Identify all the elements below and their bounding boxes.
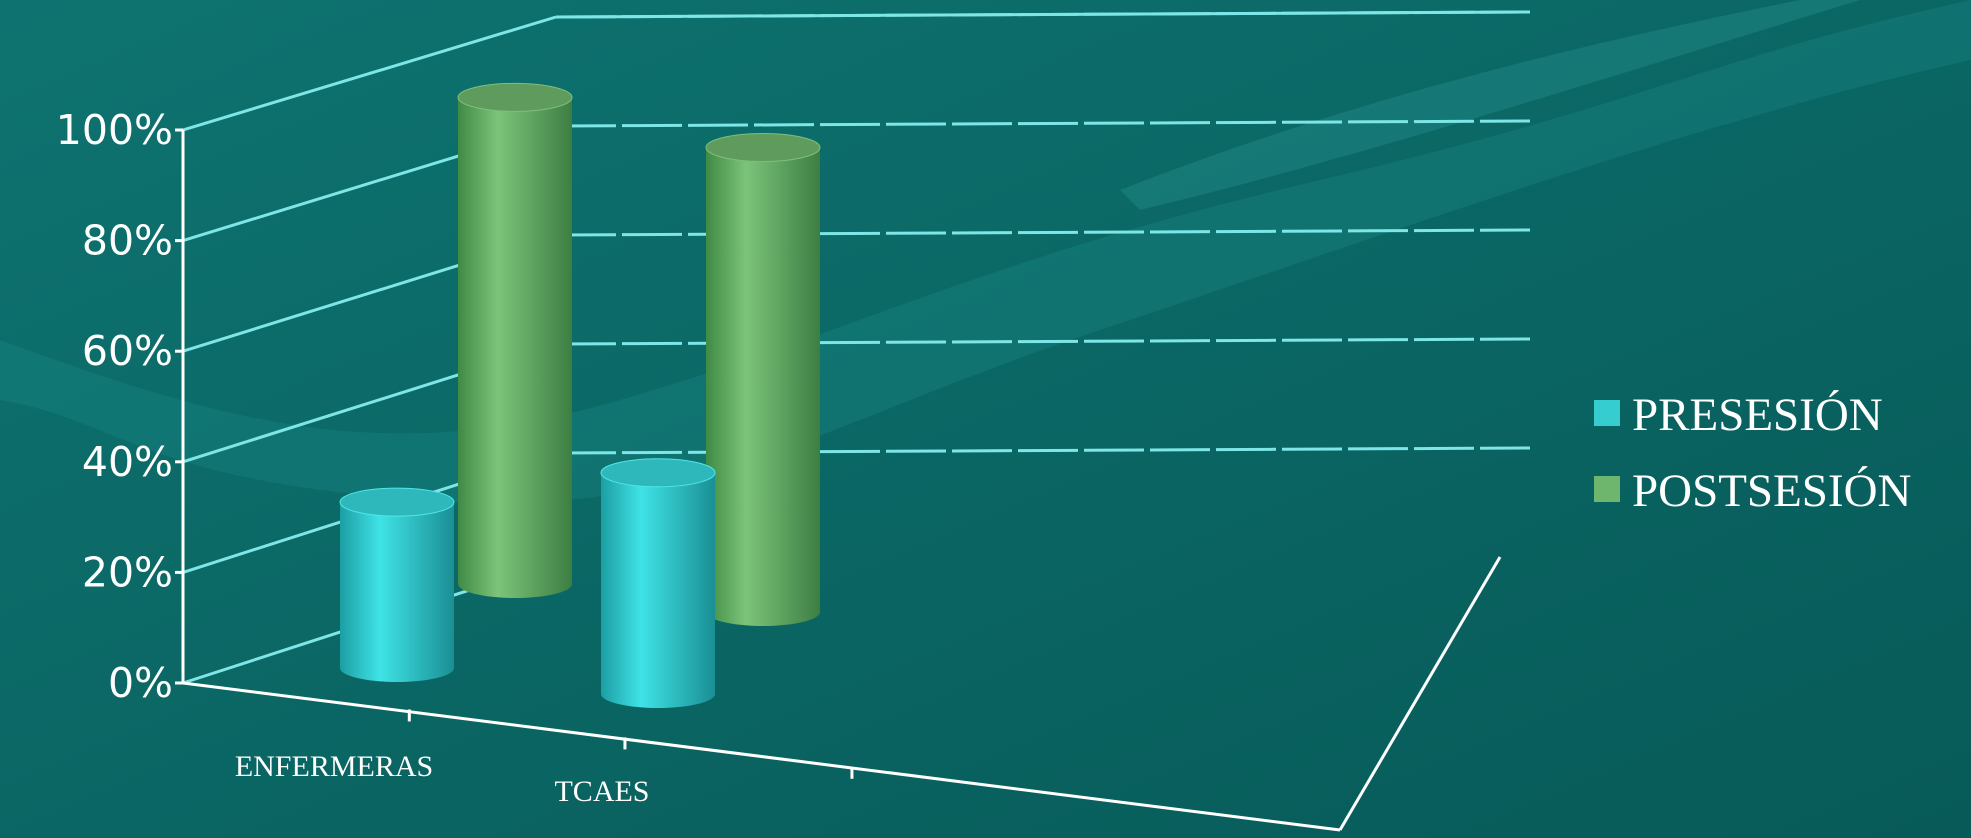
background-swoosh-upper (1120, 0, 1860, 210)
y-tick-label: 80% (82, 217, 173, 265)
bar-side (706, 147, 820, 627)
y-tick-label: 100% (56, 106, 173, 154)
y-tick-label: 40% (82, 438, 173, 486)
y-tick-label: 0% (108, 659, 173, 707)
background-swoosh (0, 0, 1971, 503)
bar-presesión-tcaes (600, 458, 716, 708)
bar-top (339, 487, 455, 517)
bar-side (601, 472, 715, 708)
bar-side (458, 97, 572, 599)
gridline-back (555, 119, 1531, 128)
x-category-label: ENFERMERAS (235, 750, 433, 783)
legend-label: PRESESIÓN (1632, 389, 1883, 441)
axis-labels: 0% 20% 40% 60% 80% 100% ENFERMERAS TCAES (56, 106, 650, 808)
floor-edge (1338, 556, 1502, 831)
y-tick-label: 20% (82, 548, 173, 596)
y-tick-label: 60% (82, 327, 173, 375)
bar-presesión-enfermeras (339, 487, 455, 682)
bar-top (600, 458, 716, 488)
axes (175, 128, 1502, 832)
legend-swatch (1594, 476, 1620, 502)
bar-postsesión-tcaes (705, 132, 821, 627)
x-axis (182, 681, 1341, 832)
gridline-side (182, 15, 557, 132)
bars (339, 82, 821, 708)
legend-swatch (1594, 400, 1620, 426)
legend: PRESESIÓN POSTSESIÓN (1594, 389, 1911, 517)
bar-postsesión-enfermeras (457, 82, 573, 599)
bar-top (705, 132, 821, 162)
bar-side (340, 502, 454, 682)
legend-label: POSTSESIÓN (1632, 465, 1911, 517)
back-wall-top (555, 10, 1531, 19)
bar-top (457, 82, 573, 112)
x-category-label: TCAES (554, 775, 649, 808)
